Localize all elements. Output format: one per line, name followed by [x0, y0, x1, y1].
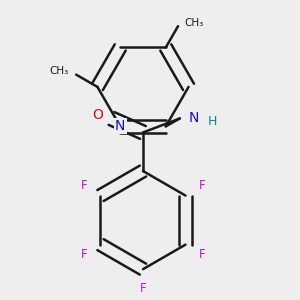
Text: F: F [140, 282, 146, 295]
Text: F: F [80, 179, 87, 192]
Text: F: F [199, 179, 206, 192]
Text: F: F [80, 248, 87, 261]
Text: CH₃: CH₃ [184, 18, 203, 28]
Text: H: H [207, 116, 217, 128]
Text: F: F [199, 248, 206, 261]
Text: N: N [189, 112, 199, 125]
Text: N: N [115, 119, 125, 134]
Text: O: O [93, 108, 104, 122]
Text: CH₃: CH₃ [49, 66, 68, 76]
